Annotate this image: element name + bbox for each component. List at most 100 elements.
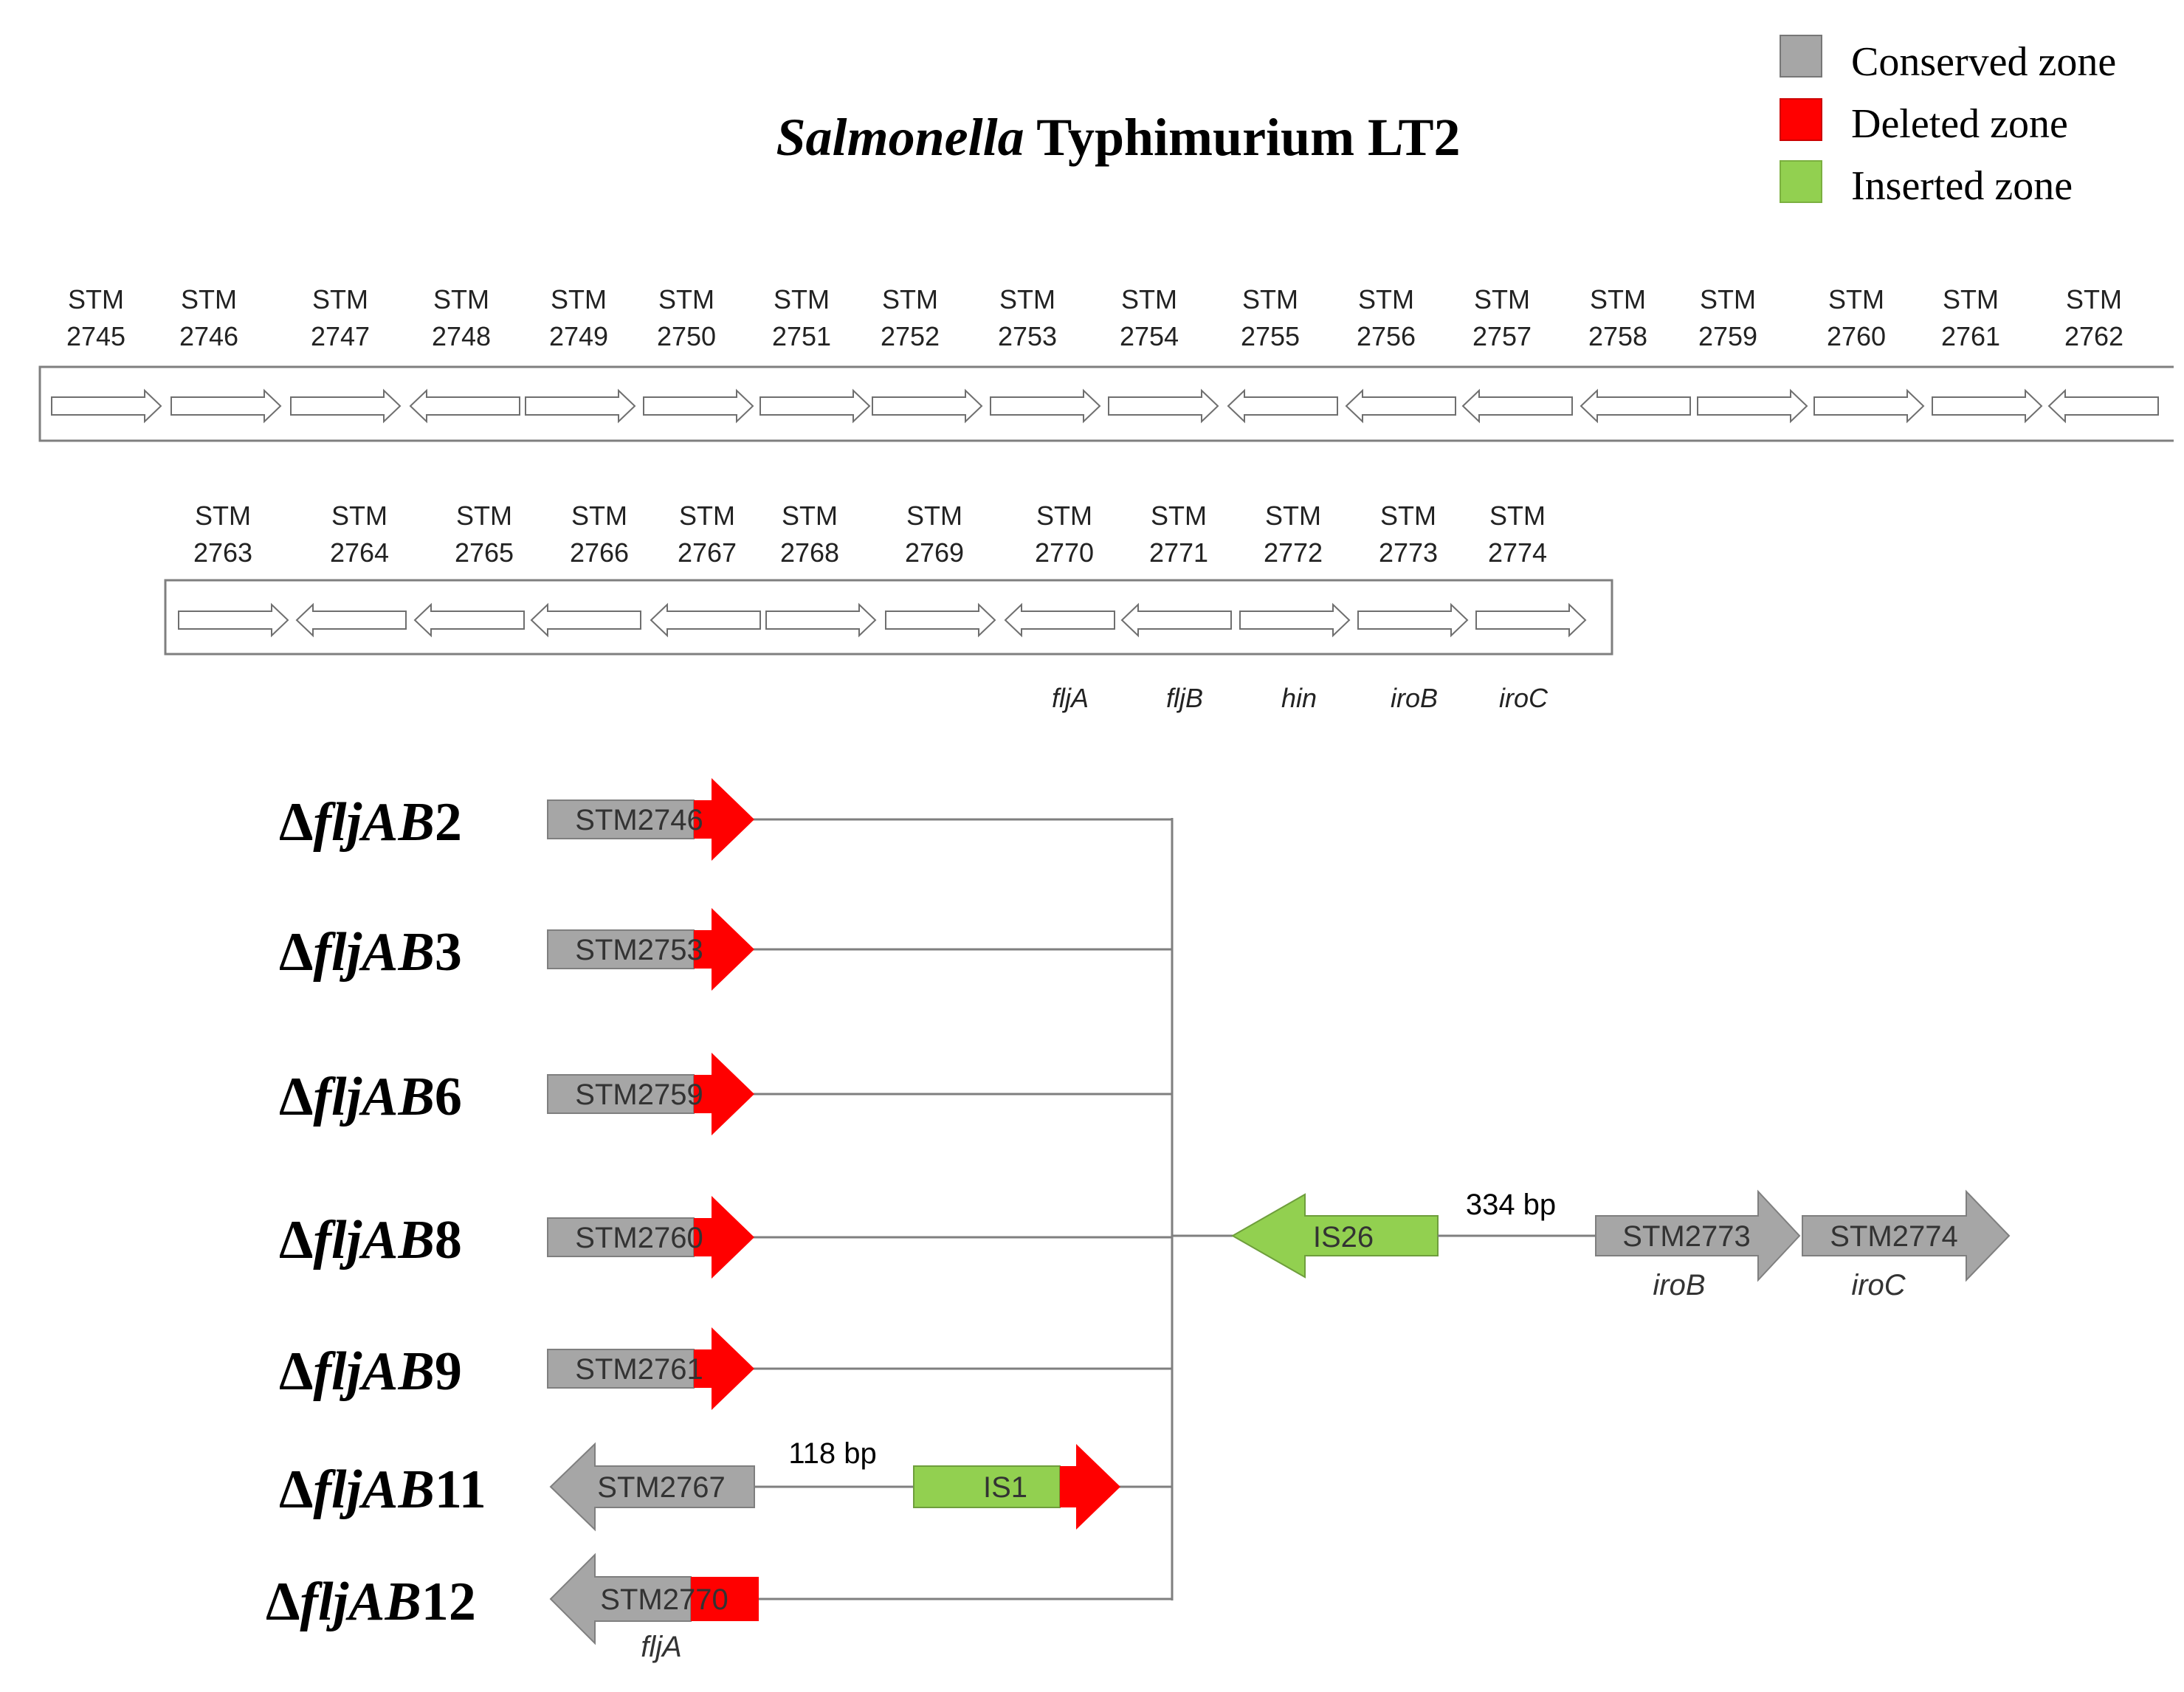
- mutant-2-gene-label: STM2746: [575, 804, 703, 836]
- operon-row-1-gene-2757-top: STM: [1474, 284, 1530, 314]
- operon-row-2-gene-2764-arrow: [295, 602, 407, 638]
- operon-row-1-frame: [38, 365, 2174, 442]
- legend-swatch-deleted: [1780, 98, 1822, 141]
- operon-row-2-gene-2770-num: 2770: [1035, 537, 1094, 568]
- stm2774-arrow: [1802, 1189, 2011, 1282]
- operon-row-2-gene-2766-arrow: [530, 602, 641, 638]
- operon-row-2-gene-2773-top: STM: [1380, 501, 1436, 531]
- mutant-label-8: ΔfljAB8: [279, 1210, 462, 1270]
- operon-row-1-gene-2762-top: STM: [2066, 284, 2122, 314]
- operon-row-1-gene-2757-num: 2757: [1472, 321, 1532, 351]
- operon-row-2-gene-2771-num: 2771: [1149, 537, 1208, 568]
- operon-row-1-gene-2747-num: 2747: [311, 321, 370, 351]
- stm2773-label: STM2773: [1622, 1220, 1750, 1253]
- operon-row-2-gene-2765-top: STM: [456, 501, 512, 531]
- mutant-8-gene-label: STM2760: [575, 1222, 703, 1254]
- operon-row-2-gene-2765-num: 2765: [455, 537, 514, 568]
- operon-row-1-gene-2751-num: 2751: [772, 321, 831, 351]
- mutant-label-12: ΔfljAB12: [266, 1572, 476, 1632]
- operon-row-1-gene-2759-num: 2759: [1698, 321, 1757, 351]
- operon-row-1-gene-2760-arrow: [1813, 388, 1925, 424]
- operon-row-1-gene-2752-top: STM: [882, 284, 938, 314]
- operon-row-2-frame: [164, 579, 1613, 656]
- mutant-12-gene-name: fljA: [641, 1631, 682, 1663]
- operon-row-2-gene-2770-arrow: [1004, 602, 1115, 638]
- operon-row-2-gene-2774-name: iroC: [1499, 683, 1549, 713]
- stm2774-label: STM2774: [1830, 1220, 1957, 1253]
- operon-row-1-gene-2755-num: 2755: [1241, 321, 1300, 351]
- mutant-label-11: ΔfljAB11: [279, 1459, 486, 1520]
- is1-deleted-head: [1060, 1444, 1120, 1530]
- mutant-6-gene-label: STM2759: [575, 1079, 703, 1111]
- operon-row-1-gene-2756-arrow: [1345, 388, 1456, 424]
- operon-row-1-gene-2758-arrow: [1580, 388, 1691, 424]
- mutant-label-6: ΔfljAB6: [279, 1067, 462, 1127]
- mutant-12-gene-label: STM2770: [600, 1583, 728, 1616]
- operon-row-1-gene-2753-top: STM: [999, 284, 1055, 314]
- mutant-9-deleted-head: [694, 1327, 754, 1410]
- title-plain: Typhimurium LT2: [1024, 108, 1461, 167]
- operon-row-2-gene-2767-arrow: [650, 602, 761, 638]
- legend-label-inserted: Inserted zone: [1851, 163, 2073, 209]
- operon-row-2: STM 2763 STM 2764 STM 2765 STM 2766 STM 2767 STM 27…: [164, 501, 1613, 713]
- operon-row-1-gene-2752-num: 2752: [881, 321, 940, 351]
- operon-row-2-gene-2773-name: iroB: [1391, 683, 1438, 713]
- legend-swatch-conserved: [1780, 35, 1822, 78]
- operon-row-1-gene-2755-top: STM: [1242, 284, 1298, 314]
- operon-row-2-gene-2768-arrow: [765, 602, 877, 638]
- operon-row-1-gene-2761-arrow: [1932, 388, 2043, 424]
- operon-row-2-gene-2763-arrow: [178, 602, 289, 638]
- legend-label-deleted: Deleted zone: [1851, 101, 2068, 147]
- operon-row-1-gene-2747-arrow: [290, 388, 402, 424]
- mutant-6-deleted-head: [694, 1053, 754, 1135]
- operon-row-2-gene-2768-top: STM: [782, 501, 838, 531]
- mutant-label-2: ΔfljAB2: [279, 792, 462, 853]
- diagram-title: Salmonella Typhimurium LT2: [776, 108, 1461, 167]
- operon-row-1-gene-2758-num: 2758: [1588, 321, 1647, 351]
- operon-row-2-gene-2763-top: STM: [195, 501, 251, 531]
- operon-row-1-gene-2762-num: 2762: [2064, 321, 2123, 351]
- legend-label-conserved: Conserved zone: [1851, 39, 2116, 85]
- operon-row-2-gene-2770-name: fljA: [1052, 683, 1089, 713]
- operon-row-1-gene-2745-top: STM: [68, 284, 124, 314]
- operon-row-2-gene-2769-num: 2769: [905, 537, 964, 568]
- legend-swatch-inserted: [1780, 160, 1822, 203]
- operon-row-2-gene-2766-top: STM: [571, 501, 627, 531]
- operon-row-1-gene-2747-top: STM: [312, 284, 368, 314]
- operon-row-2-gene-2771-arrow: [1120, 602, 1232, 638]
- operon-row-1: STM 2745 STM 2746 STM 2747 STM 2748 STM 2749 STM 27…: [38, 284, 2174, 442]
- operon-row-2-gene-2765-arrow: [413, 602, 525, 638]
- operon-row-2-gene-2767-num: 2767: [678, 537, 737, 568]
- operon-row-1-gene-2750-top: STM: [658, 284, 714, 314]
- operon-row-2-gene-2773-arrow: [1357, 602, 1469, 638]
- mutant-2-deleted-head: [694, 778, 754, 861]
- mutant-label-3: ΔfljAB3: [279, 922, 462, 983]
- operon-row-1-gene-2754-top: STM: [1121, 284, 1177, 314]
- operon-row-2-gene-2772-arrow: [1239, 602, 1351, 638]
- operon-row-2-gene-2774-top: STM: [1489, 501, 1546, 531]
- operon-row-2-gene-2764-num: 2764: [330, 537, 389, 568]
- operon-row-1-gene-2752-arrow: [872, 388, 983, 424]
- operon-row-2-gene-2772-top: STM: [1265, 501, 1321, 531]
- operon-row-1-gene-2746-top: STM: [181, 284, 237, 314]
- operon-row-1-gene-2750-num: 2750: [657, 321, 716, 351]
- mutant-3-gene-body: [547, 929, 695, 969]
- is26-label: IS26: [1313, 1221, 1374, 1253]
- operon-row-1-gene-2745-num: 2745: [66, 321, 125, 351]
- operon-row-2-gene-2770-top: STM: [1036, 501, 1092, 531]
- operon-row-2-gene-2771-top: STM: [1151, 501, 1207, 531]
- operon-row-1-gene-2758-top: STM: [1590, 284, 1646, 314]
- mutant-8-deleted-head: [694, 1196, 754, 1279]
- operon-row-2-gene-2772-name: hin: [1281, 683, 1317, 713]
- operon-row-1-gene-2756-num: 2756: [1357, 321, 1416, 351]
- operon-row-1-gene-2761-num: 2761: [1941, 321, 2000, 351]
- is1-body: [913, 1465, 1061, 1508]
- mutant-3-deleted-head: [694, 908, 754, 991]
- operon-row-2-gene-2763-num: 2763: [193, 537, 252, 568]
- mutant-section: ΔfljAB2 STM2746 ΔfljAB3 STM2753 ΔfljAB6 STM27…: [266, 778, 1233, 1663]
- operon-row-1-gene-2760-top: STM: [1828, 284, 1884, 314]
- operon-row-1-gene-2759-arrow: [1697, 388, 1808, 424]
- iroC-gene-label: iroC: [1851, 1269, 1906, 1301]
- operon-row-1-gene-2749-top: STM: [551, 284, 607, 314]
- operon-row-1-gene-2754-arrow: [1108, 388, 1219, 424]
